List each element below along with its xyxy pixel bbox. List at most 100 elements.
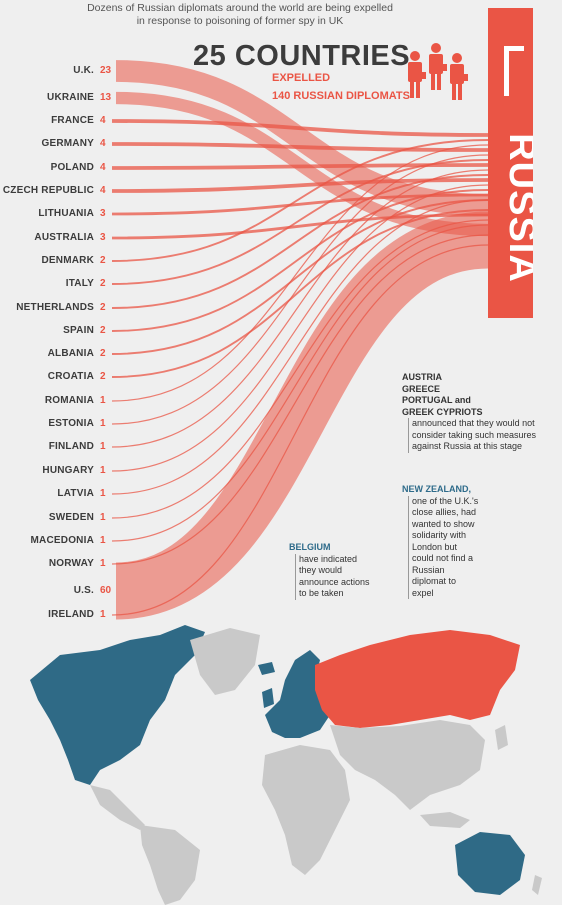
country-count: 1 — [100, 558, 106, 569]
country-count: 1 — [100, 535, 106, 546]
country-label: GERMANY — [41, 138, 94, 149]
note-nz-body-2: close allies, had — [412, 507, 477, 517]
note-nz-body-3: wanted to show — [412, 518, 475, 529]
subtitle: Dozens of Russian diplomats around the w… — [0, 2, 480, 28]
flow-line — [111, 163, 489, 170]
subtitle-line-1: Dozens of Russian diplomats around the w… — [87, 2, 393, 14]
note-nz-body-7: Russian — [412, 564, 445, 575]
russia-label: RUSSIA — [501, 133, 533, 283]
flow-line — [111, 142, 489, 152]
country-count: 4 — [100, 162, 106, 173]
country-label: LATVIA — [57, 488, 94, 499]
flow-diagram — [111, 60, 490, 620]
note-belgium-body-2: they would — [299, 565, 343, 575]
note-austria-line-1: AUSTRIA — [402, 372, 442, 382]
note-austria-line-4: GREEK CYPRIOTS — [402, 406, 483, 417]
country-label: IRELAND — [48, 609, 94, 620]
note-nz-body-1: one of the U.K.'s — [412, 495, 479, 506]
note-nz-body-5: London but — [412, 541, 458, 552]
country-label: DENMARK — [41, 255, 94, 266]
note-nz-title: NEW ZEALAND, — [402, 484, 471, 494]
note-nz-body-6: could not find a — [412, 553, 474, 563]
country-count: 2 — [100, 371, 106, 382]
map-australia — [455, 832, 525, 895]
country-label: U.K. — [73, 65, 94, 76]
diplomats-label: 140 RUSSIAN DIPLOMATS — [272, 90, 410, 102]
country-count: 4 — [100, 115, 106, 126]
note-belgium-title: BELGIUM — [289, 542, 331, 552]
note-belgium: BELGIUM have indicated they would announ… — [289, 542, 370, 600]
flow-line — [114, 211, 490, 620]
country-label: ALBANIA — [47, 348, 94, 359]
flow-line — [111, 213, 489, 240]
country-count: 2 — [100, 348, 106, 359]
flow-line — [111, 144, 489, 402]
note-nz-body-9: expel — [412, 587, 434, 598]
country-count: 3 — [100, 232, 106, 243]
map-asia — [330, 720, 485, 810]
flow-line — [111, 199, 489, 355]
country-label: POLAND — [50, 162, 94, 173]
country-label: FRANCE — [51, 115, 94, 126]
note-austria-body-3: against Russia at this stage — [412, 441, 523, 451]
country-label: ROMANIA — [44, 395, 94, 406]
map-greenland — [190, 628, 260, 695]
flow-line — [111, 199, 489, 495]
note-austria-line-2: GREECE — [402, 383, 441, 394]
flow-line — [111, 154, 489, 425]
note-austria-line-3: PORTUGAL and — [402, 395, 471, 405]
country-label: HUNGARY — [42, 465, 94, 476]
country-label: ITALY — [65, 278, 94, 289]
russia-corner-icon — [504, 46, 524, 96]
flow-line — [111, 184, 489, 472]
country-count: 2 — [100, 255, 106, 266]
russia-bar: RUSSIA — [488, 8, 533, 318]
country-label: CROATIA — [47, 371, 94, 382]
country-label: ESTONIA — [48, 418, 94, 429]
flow-line — [111, 139, 489, 262]
country-count: 1 — [100, 465, 106, 476]
note-belgium-body-3: announce actions — [299, 576, 370, 587]
country-label: UKRAINE — [47, 92, 94, 103]
map-south-america — [140, 825, 200, 905]
map-russia — [315, 630, 520, 728]
country-count: 1 — [100, 609, 106, 620]
country-label: SPAIN — [63, 325, 94, 336]
country-count: 1 — [100, 488, 106, 499]
map-north-america — [30, 625, 205, 785]
world-map — [30, 625, 542, 905]
country-label: AUSTRALIA — [34, 232, 94, 243]
country-label: NETHERLANDS — [16, 302, 94, 313]
country-count: 23 — [100, 65, 112, 76]
country-count: 2 — [100, 325, 106, 336]
flow-line — [111, 174, 489, 309]
flow-line — [111, 169, 489, 448]
map-central-america — [90, 785, 145, 830]
headline: 25 COUNTRIES — [193, 40, 411, 72]
country-count: 1 — [100, 441, 106, 452]
country-count: 1 — [100, 395, 106, 406]
flow-line — [111, 189, 489, 332]
country-count: 3 — [100, 208, 106, 219]
country-label: SWEDEN — [48, 512, 94, 523]
note-austria-body-2: consider taking such measures — [412, 429, 537, 440]
country-label: FINLAND — [48, 441, 94, 452]
country-count: 2 — [100, 302, 106, 313]
country-label: LITHUANIA — [38, 208, 94, 219]
country-count: 13 — [100, 92, 112, 103]
flow-line — [111, 209, 489, 378]
note-austria-body-1: announced that they would not — [412, 418, 535, 428]
flow-line — [115, 91, 489, 237]
note-new-zealand: NEW ZEALAND, one of the U.K.'s close all… — [402, 484, 478, 599]
note-belgium-body-4: to be taken — [299, 588, 344, 598]
country-label: NORWAY — [48, 558, 94, 569]
expelled-label: EXPELLED — [272, 72, 331, 84]
country-count: 1 — [100, 512, 106, 523]
map-europe — [265, 650, 330, 738]
subtitle-line-2: in response to poisoning of former spy i… — [136, 15, 344, 27]
note-nz-body-4: solidarity with — [412, 530, 467, 540]
note-nz-body-8: diplomat to — [412, 576, 457, 586]
country-count: 4 — [100, 138, 106, 149]
country-label: MACEDONIA — [30, 535, 94, 546]
country-count: 60 — [100, 585, 112, 596]
